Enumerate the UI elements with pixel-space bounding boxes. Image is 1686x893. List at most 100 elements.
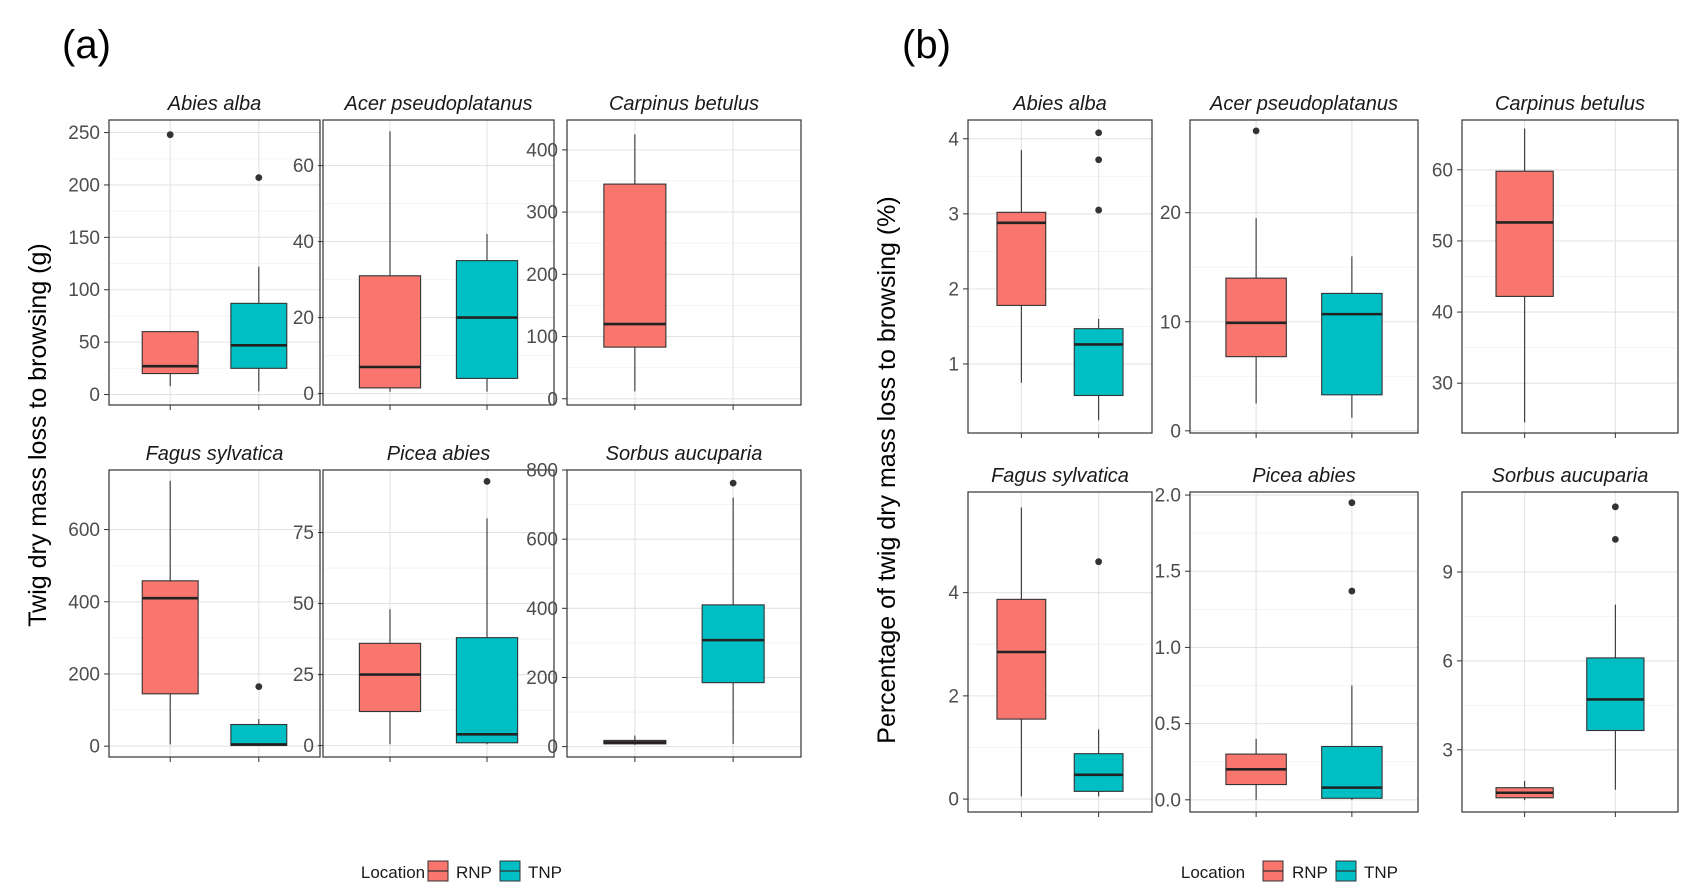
box-rnp <box>1495 128 1554 423</box>
box-iqr <box>1495 170 1554 297</box>
y-tick-label: 400 <box>526 599 558 620</box>
y-tick-label: 400 <box>526 140 558 161</box>
outlier-point <box>483 477 491 485</box>
facet-sorbus-aucuparia: 3 6 9 Sorbus aucuparia <box>1442 465 1679 817</box>
legend: Location RNP TNP <box>1181 860 1398 882</box>
box-iqr <box>1073 328 1124 397</box>
y-tick-label: 800 <box>526 461 558 482</box>
y-tick-label: 400 <box>68 592 100 613</box>
y-tick-label: 3 <box>1442 740 1453 761</box>
panel-label: (b) <box>902 23 951 67</box>
box-rnp <box>141 131 199 387</box>
facet-title: Abies alba <box>1012 93 1106 115</box>
y-tick-label: 20 <box>293 308 314 329</box>
y-tick-label: 0 <box>303 384 314 405</box>
y-tick-label: 50 <box>79 333 100 354</box>
outlier-point <box>1095 129 1103 137</box>
box-rnp <box>1225 738 1287 800</box>
y-tick-label: 0 <box>89 385 100 406</box>
legend-label-rnp: RNP <box>456 863 492 882</box>
facet-fagus-sylvatica: 0 200 400 600 Fagus sylvatica <box>68 443 321 762</box>
y-tick-label: 200 <box>526 265 558 286</box>
box-tnp <box>1073 129 1124 421</box>
facet-border <box>566 469 802 758</box>
y-tick-label: 0.0 <box>1155 790 1181 811</box>
y-tick-label: 0 <box>547 389 558 410</box>
box-iqr <box>230 723 288 746</box>
box-iqr <box>1225 277 1287 358</box>
outlier-point <box>1095 206 1103 214</box>
box-rnp <box>358 131 422 392</box>
y-tick-label: 4 <box>948 129 959 150</box>
panel-label: (a) <box>62 23 111 67</box>
box-tnp <box>1073 558 1124 797</box>
box-tnp <box>230 683 288 747</box>
outlier-point <box>166 131 174 139</box>
box-iqr <box>141 580 199 695</box>
facet-title: Picea abies <box>387 443 490 465</box>
legend-title: Location <box>361 863 425 882</box>
box-rnp <box>996 507 1047 797</box>
facet-title: Carpinus betulus <box>609 93 759 115</box>
box-iqr <box>603 183 667 348</box>
y-tick-label: 9 <box>1442 563 1453 584</box>
facet-border <box>1189 491 1419 813</box>
facet-acer-pseudoplatanus: 0 10 20 Acer pseudoplatanus <box>1160 93 1419 442</box>
y-tick-label: 300 <box>526 203 558 224</box>
facet-carpinus-betulus: 30 40 50 60 Carpinus betulus <box>1432 93 1679 438</box>
y-tick-label: 10 <box>1160 312 1181 333</box>
box-rnp <box>996 150 1047 383</box>
box-iqr <box>1073 753 1124 792</box>
box-rnp <box>141 480 199 745</box>
box-iqr <box>701 604 765 684</box>
facet-border <box>322 119 555 406</box>
box-tnp <box>455 477 519 745</box>
box-iqr <box>358 275 422 389</box>
outlier-point <box>1095 558 1103 566</box>
facet-title: Acer pseudoplatanus <box>344 93 533 115</box>
y-axis-title: Percentage of twig dry mass loss to brow… <box>873 196 901 743</box>
box-iqr <box>996 211 1047 306</box>
y-tick-label: 75 <box>293 523 314 544</box>
y-tick-label: 0.5 <box>1155 714 1181 735</box>
y-tick-label: 100 <box>526 327 558 348</box>
y-tick-label: 200 <box>68 175 100 196</box>
y-tick-label: 250 <box>68 123 100 144</box>
facet-picea-abies: 0.0 0.5 1.0 1.5 2.0 Picea abies <box>1155 465 1419 817</box>
y-axis-title: Twig dry mass loss to browsing (g) <box>24 243 52 626</box>
box-iqr <box>358 642 422 713</box>
facet-border <box>1189 119 1419 434</box>
y-tick-label: 600 <box>526 530 558 551</box>
facet-title: Fagus sylvatica <box>146 443 284 465</box>
box-tnp <box>1586 503 1645 790</box>
y-tick-label: 40 <box>1432 303 1453 324</box>
outlier-point <box>255 174 263 182</box>
y-tick-label: 200 <box>68 664 100 685</box>
facet-fagus-sylvatica: 0 2 4 Fagus sylvatica <box>948 465 1153 817</box>
y-tick-label: 20 <box>1160 203 1181 224</box>
facet-border <box>1461 119 1679 434</box>
legend-label-tnp: TNP <box>528 863 562 882</box>
facet-title: Sorbus aucuparia <box>606 443 763 465</box>
y-tick-label: 0 <box>1170 421 1181 442</box>
y-tick-label: 600 <box>68 520 100 541</box>
box-iqr <box>455 637 519 744</box>
facet-border <box>967 119 1153 434</box>
facet-border <box>108 119 321 406</box>
y-tick-label: 50 <box>293 594 314 615</box>
y-tick-label: 4 <box>948 583 959 604</box>
y-tick-label: 0 <box>948 790 959 811</box>
y-tick-label: 6 <box>1442 651 1453 672</box>
box-tnp <box>1321 256 1383 418</box>
y-tick-label: 1.0 <box>1155 638 1181 659</box>
y-tick-label: 60 <box>1432 160 1453 181</box>
box-iqr <box>230 302 288 369</box>
facet-title: Fagus sylvatica <box>991 465 1129 487</box>
facet-title: Sorbus aucuparia <box>1492 465 1649 487</box>
facet-abies-alba: 1 2 3 4 Abies alba <box>948 93 1153 438</box>
facet-acer-pseudoplatanus: 0 20 40 60 Acer pseudoplatanus <box>293 93 555 410</box>
y-tick-label: 25 <box>293 665 314 686</box>
y-tick-label: 0 <box>303 736 314 757</box>
